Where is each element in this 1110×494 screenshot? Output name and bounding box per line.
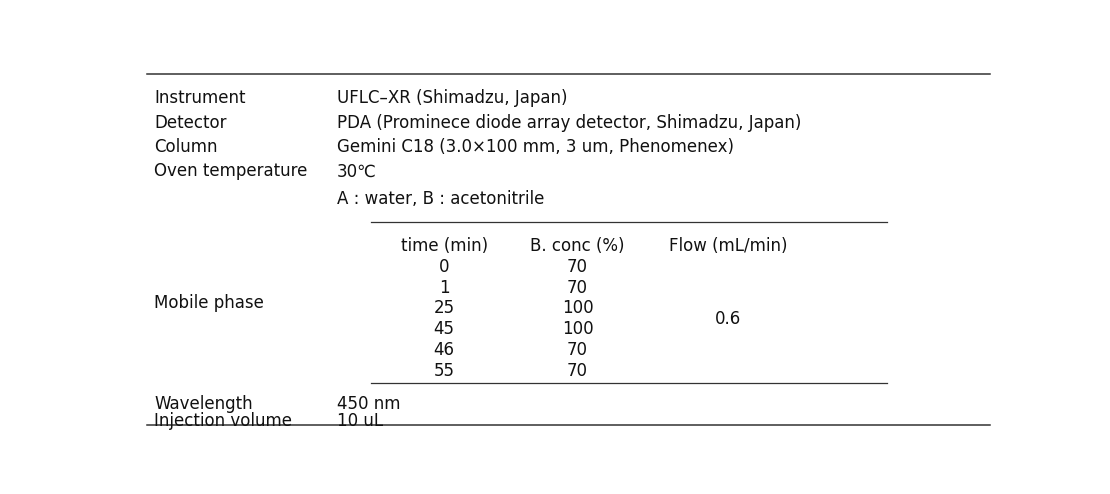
Text: 1: 1: [438, 279, 450, 296]
Text: Column: Column: [154, 138, 218, 156]
Text: 46: 46: [434, 341, 455, 359]
Text: 70: 70: [567, 279, 588, 296]
Text: 30℃: 30℃: [336, 163, 376, 180]
Text: 450 nm: 450 nm: [336, 395, 400, 412]
Text: Wavelength: Wavelength: [154, 395, 253, 412]
Text: Detector: Detector: [154, 114, 226, 132]
Text: B. conc (%): B. conc (%): [531, 237, 625, 255]
Text: 25: 25: [434, 299, 455, 318]
Text: 55: 55: [434, 362, 455, 380]
Text: 0.6: 0.6: [715, 310, 741, 328]
Text: 70: 70: [567, 362, 588, 380]
Text: A : water, B : acetonitrile: A : water, B : acetonitrile: [336, 190, 544, 208]
Text: 0: 0: [438, 257, 450, 276]
Text: 70: 70: [567, 257, 588, 276]
Text: Mobile phase: Mobile phase: [154, 294, 264, 312]
Text: time (min): time (min): [401, 237, 487, 255]
Text: Injection volume: Injection volume: [154, 412, 292, 430]
Text: 10 uL: 10 uL: [336, 412, 383, 430]
Text: Gemini C18 (3.0×100 mm, 3 um, Phenomenex): Gemini C18 (3.0×100 mm, 3 um, Phenomenex…: [336, 138, 734, 156]
Text: Flow (mL/min): Flow (mL/min): [668, 237, 787, 255]
Text: 100: 100: [562, 320, 593, 338]
Text: 100: 100: [562, 299, 593, 318]
Text: Instrument: Instrument: [154, 89, 245, 108]
Text: PDA (Prominece diode array detector, Shimadzu, Japan): PDA (Prominece diode array detector, Shi…: [336, 114, 801, 132]
Text: Oven temperature: Oven temperature: [154, 163, 307, 180]
Text: 70: 70: [567, 341, 588, 359]
Text: 45: 45: [434, 320, 455, 338]
Text: UFLC–XR (Shimadzu, Japan): UFLC–XR (Shimadzu, Japan): [336, 89, 567, 108]
